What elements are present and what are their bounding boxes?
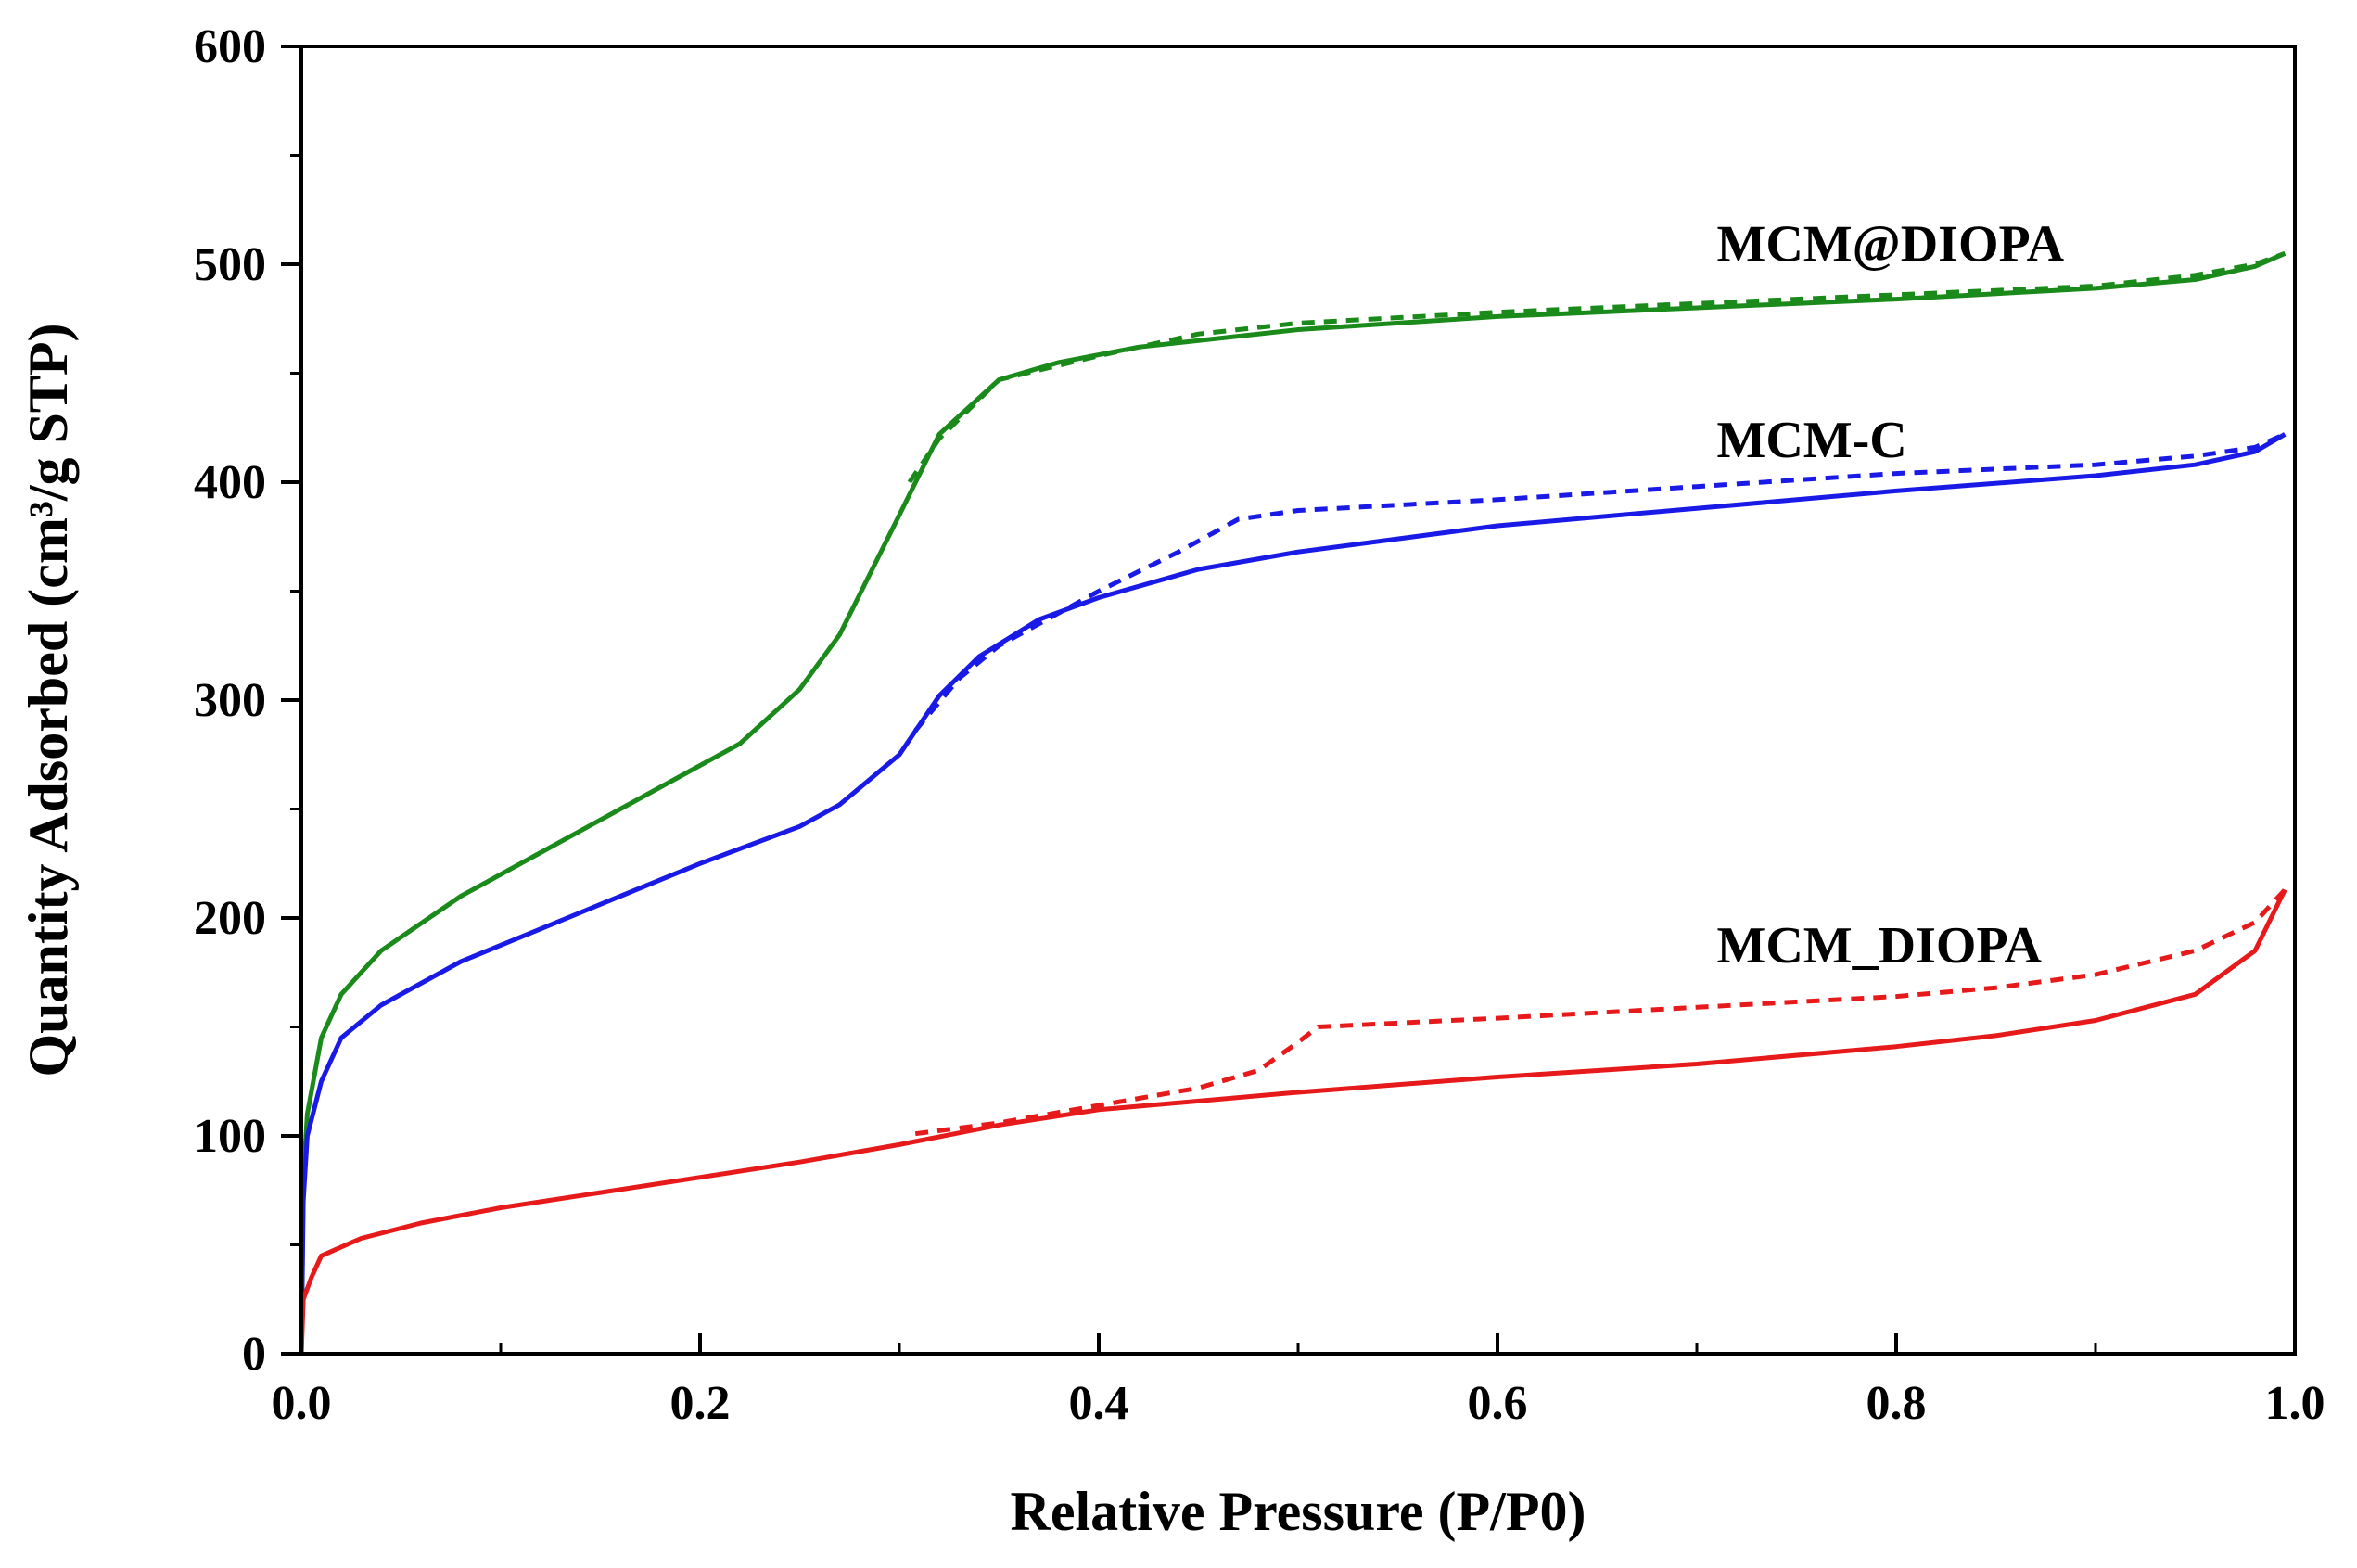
y-tick-label: 0 (242, 1328, 266, 1381)
y-tick-label: 300 (194, 674, 266, 727)
series-label: MCM_DIOPA (1717, 917, 2043, 975)
series-mcm-c-adsorption (299, 432, 2287, 1355)
x-tick-label: 0.4 (1069, 1377, 1129, 1430)
axis-ticks (281, 45, 2297, 1356)
series-mcm-diopa-desorption (914, 887, 2287, 1137)
x-tick-label: 1.0 (2265, 1377, 2325, 1430)
y-axis-title: Quantity Adsorbed (cm³/g STP) (18, 323, 79, 1077)
series-mcm-diopa-adsorption (299, 888, 2287, 1355)
x-tick-label: 0.2 (670, 1377, 731, 1430)
series-label: MCM@DIOPA (1717, 216, 2065, 274)
y-tick-label: 200 (194, 892, 266, 945)
x-tick-label: 0.0 (272, 1377, 332, 1430)
series-annotations: MCM@DIOPA MCM-C MCM_DIOPA (1717, 216, 2065, 975)
y-tick-label: 100 (194, 1110, 266, 1163)
x-axis-title: Relative Pressure (P/P0) (1011, 1481, 1586, 1542)
plot-lines (299, 250, 2287, 1355)
y-tick-label: 400 (194, 456, 266, 509)
series-mcm-diopa-adsorption (299, 251, 2287, 1355)
y-tick-label: 500 (194, 238, 266, 291)
tick-labels: 0.0 0.2 0.4 0.6 0.8 1.0 0 100 200 300 400 500 600 (194, 20, 2325, 1430)
y-tick-label: 600 (194, 20, 266, 73)
x-tick-label: 0.6 (1468, 1377, 1528, 1430)
x-tick-label: 0.8 (1866, 1377, 1927, 1430)
series-label: MCM-C (1717, 412, 1907, 469)
